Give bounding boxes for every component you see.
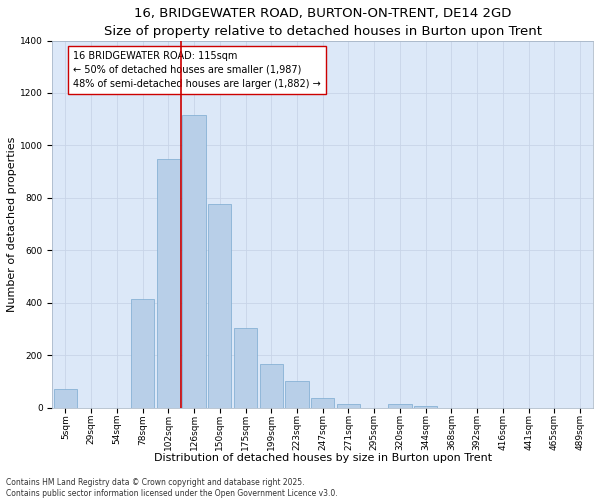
Bar bbox=[260, 364, 283, 408]
Bar bbox=[54, 390, 77, 407]
Text: Contains HM Land Registry data © Crown copyright and database right 2025.
Contai: Contains HM Land Registry data © Crown c… bbox=[6, 478, 338, 498]
Text: 16 BRIDGEWATER ROAD: 115sqm
← 50% of detached houses are smaller (1,987)
48% of : 16 BRIDGEWATER ROAD: 115sqm ← 50% of det… bbox=[73, 51, 321, 89]
Bar bbox=[286, 382, 308, 407]
Bar bbox=[157, 158, 180, 408]
Title: 16, BRIDGEWATER ROAD, BURTON-ON-TRENT, DE14 2GD
Size of property relative to det: 16, BRIDGEWATER ROAD, BURTON-ON-TRENT, D… bbox=[104, 7, 542, 38]
Bar bbox=[311, 398, 334, 407]
X-axis label: Distribution of detached houses by size in Burton upon Trent: Distribution of detached houses by size … bbox=[154, 453, 492, 463]
Bar bbox=[388, 404, 412, 407]
Bar bbox=[414, 406, 437, 408]
Y-axis label: Number of detached properties: Number of detached properties bbox=[7, 136, 17, 312]
Bar bbox=[234, 328, 257, 407]
Bar bbox=[208, 204, 232, 408]
Bar bbox=[337, 404, 360, 407]
Bar bbox=[131, 299, 154, 408]
Bar bbox=[182, 115, 206, 408]
